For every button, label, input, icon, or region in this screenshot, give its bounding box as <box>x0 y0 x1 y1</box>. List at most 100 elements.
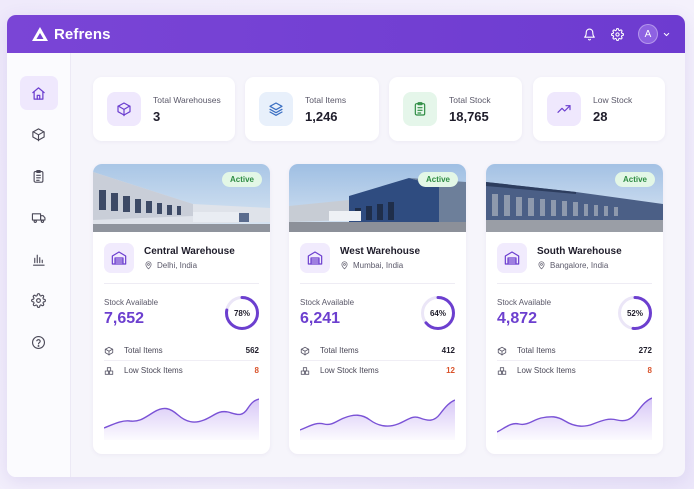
bell-icon[interactable] <box>582 27 596 41</box>
stat-value: 3 <box>153 108 161 124</box>
warehouse-icon <box>497 243 527 273</box>
stock-trend-sparkline <box>300 399 455 440</box>
divider <box>497 360 652 361</box>
total-items-label: Total Items <box>320 346 359 355</box>
warehouse-name: West Warehouse <box>340 246 421 257</box>
brand[interactable]: Refrens <box>31 26 111 43</box>
total-items-row: Total Items 412 <box>289 341 466 360</box>
total-items-label: Total Items <box>517 346 556 355</box>
box-icon <box>104 346 114 356</box>
sidebar-item-reports[interactable] <box>20 242 58 276</box>
low-stock-value: 12 <box>446 366 455 375</box>
stat-label: Low Stock <box>593 94 633 105</box>
home-icon <box>32 86 45 100</box>
stock-trend-sparkline <box>497 397 652 440</box>
location-pin-icon <box>538 261 545 270</box>
sidebar <box>7 53 71 477</box>
box-icon <box>32 128 45 142</box>
stat-value: 18,765 <box>449 108 489 124</box>
box-icon <box>107 92 141 126</box>
gear-icon <box>31 293 46 308</box>
low-stock-value: 8 <box>647 366 652 375</box>
avatar[interactable]: A <box>638 24 658 44</box>
stat-label: Total Items <box>305 94 347 105</box>
clipboard-icon <box>33 169 44 183</box>
chevron-down-icon[interactable] <box>662 30 671 39</box>
refrens-logo-icon <box>32 27 48 41</box>
status-badge: Active <box>417 172 458 187</box>
stock-value: 4,872 <box>497 310 538 327</box>
stat-label: Total Warehouses <box>153 94 221 105</box>
box-icon <box>497 346 507 356</box>
location-pin-icon <box>341 261 348 270</box>
boxes-icon <box>497 366 507 376</box>
clipboard-icon <box>403 92 437 126</box>
bar-chart-icon <box>32 254 45 266</box>
sidebar-item-settings[interactable] <box>20 284 58 318</box>
trend-icon <box>547 92 581 126</box>
sidebar-item-shipments[interactable] <box>20 201 58 235</box>
warehouse-photo <box>289 164 466 232</box>
boxes-icon <box>300 366 310 376</box>
gear-icon[interactable] <box>610 27 624 41</box>
warehouse-card-central[interactable]: Active Central Warehouse Delhi, India St… <box>93 164 270 454</box>
stock-trend-sparkline <box>104 398 259 440</box>
capacity-ring: 78% <box>224 295 260 331</box>
top-navbar: Refrens A <box>7 15 685 53</box>
capacity-percent: 64% <box>429 308 446 318</box>
low-stock-row: Low Stock Items 12 <box>289 361 466 380</box>
stat-card-low-stock: Low Stock 28 <box>533 77 665 141</box>
total-items-value: 272 <box>638 346 652 355</box>
divider <box>300 283 455 284</box>
divider <box>104 283 259 284</box>
capacity-percent: 52% <box>626 308 643 318</box>
sidebar-item-orders[interactable] <box>20 159 58 193</box>
help-icon <box>32 335 45 349</box>
low-stock-value: 8 <box>254 366 259 375</box>
sidebar-item-inventory[interactable] <box>20 118 58 152</box>
stock-label: Stock Available <box>104 298 159 307</box>
divider <box>497 283 652 284</box>
stock-value: 7,652 <box>104 310 145 327</box>
location-pin-icon <box>145 261 152 270</box>
total-items-value: 412 <box>441 346 455 355</box>
warehouse-card-west[interactable]: Active West Warehouse Mumbai, India Stoc… <box>289 164 466 454</box>
capacity-ring: 52% <box>617 295 653 331</box>
total-items-label: Total Items <box>124 346 163 355</box>
warehouse-card-south[interactable]: Active South Warehouse Bangalore, India … <box>486 164 663 454</box>
low-stock-row: Low Stock Items 8 <box>486 361 663 380</box>
status-badge: Active <box>614 172 655 187</box>
stat-card-total-stock: Total Stock 18,765 <box>389 77 522 141</box>
capacity-ring: 64% <box>420 295 456 331</box>
stat-card-total-items: Total Items 1,246 <box>245 77 379 141</box>
divider <box>300 360 455 361</box>
low-stock-label: Low Stock Items <box>517 366 576 375</box>
stock-value: 6,241 <box>300 310 341 327</box>
low-stock-label: Low Stock Items <box>320 366 379 375</box>
stock-label: Stock Available <box>300 298 355 307</box>
stat-card-total-warehouses: Total Warehouses 3 <box>93 77 235 141</box>
status-badge: Active <box>221 172 262 187</box>
warehouse-location: Mumbai, India <box>353 261 404 270</box>
sidebar-item-home[interactable] <box>19 76 58 110</box>
sidebar-item-help[interactable] <box>20 325 58 359</box>
total-items-row: Total Items 562 <box>93 341 270 360</box>
warehouse-name: Central Warehouse <box>144 246 235 257</box>
account-menu[interactable]: A <box>638 24 671 44</box>
warehouse-name: South Warehouse <box>537 246 622 257</box>
divider <box>104 360 259 361</box>
box-icon <box>300 346 310 356</box>
total-items-value: 562 <box>245 346 259 355</box>
warehouse-location: Bangalore, India <box>550 261 609 270</box>
main-content: Total Warehouses 3 Total Items 1,246 Tot… <box>71 53 685 477</box>
stat-label: Total Stock <box>449 94 491 105</box>
truck-icon <box>31 213 45 223</box>
low-stock-row: Low Stock Items 8 <box>93 361 270 380</box>
capacity-percent: 78% <box>233 308 250 318</box>
warehouse-icon <box>104 243 134 273</box>
total-items-row: Total Items 272 <box>486 341 663 360</box>
warehouse-location: Delhi, India <box>157 261 198 270</box>
boxes-icon <box>104 366 114 376</box>
layers-icon <box>259 92 293 126</box>
warehouse-icon <box>300 243 330 273</box>
